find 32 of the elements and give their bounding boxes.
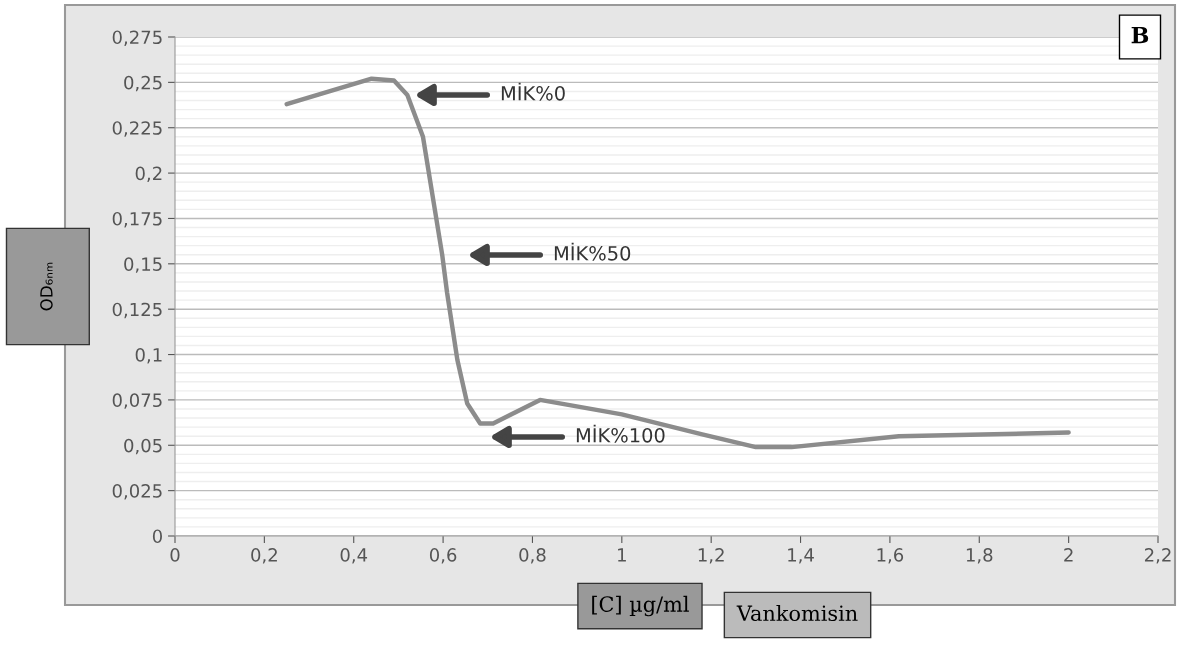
x-tick-label: 1,8 [966,548,993,564]
y-tick-label: 0,275 [112,30,162,46]
x-tick-label: 2,2 [1144,548,1171,564]
x-tick-label: 0 [170,548,180,562]
x-tick-label: 0,2 [251,548,277,564]
x-tick-label: 1,6 [877,548,904,564]
x-tick-label: 1,4 [788,548,814,564]
annotation: B [1131,26,1149,44]
y-tick-label: 0,125 [112,302,162,319]
y-tick-label: 0 [152,529,162,544]
annotation: MİK%0 [501,82,565,101]
y-tick-label: 0,05 [124,438,162,455]
text: Vankomisin [736,604,858,622]
x-tick-label: 2 [1064,548,1073,562]
x-tick-label: 0,6 [429,548,457,564]
x-axis-title: [C] µg/ml [592,595,689,617]
x-tick-label: 0,8 [519,548,546,564]
y-tick-label: 0,225 [112,121,162,137]
y-tick-label: 0,075 [112,393,162,409]
annotation: MİK%50 [554,242,631,261]
y-tick-label: 0,2 [135,166,162,183]
x-tick-label: 1,2 [698,548,724,564]
y-axis-title: OD₆ₙₘ [40,262,53,311]
y-tick-label: 0,175 [112,211,162,228]
y-tick-label: 0,25 [124,75,162,92]
y-tick-label: 0,025 [112,484,162,500]
line-series [284,76,1071,450]
y-tick-label: 0,1 [135,348,162,364]
x-tick-label: 0,4 [340,548,368,564]
y-tick-label: 0,15 [124,257,162,273]
annotation: MİK%100 [576,424,665,443]
x-tick-label: 1 [618,548,626,562]
